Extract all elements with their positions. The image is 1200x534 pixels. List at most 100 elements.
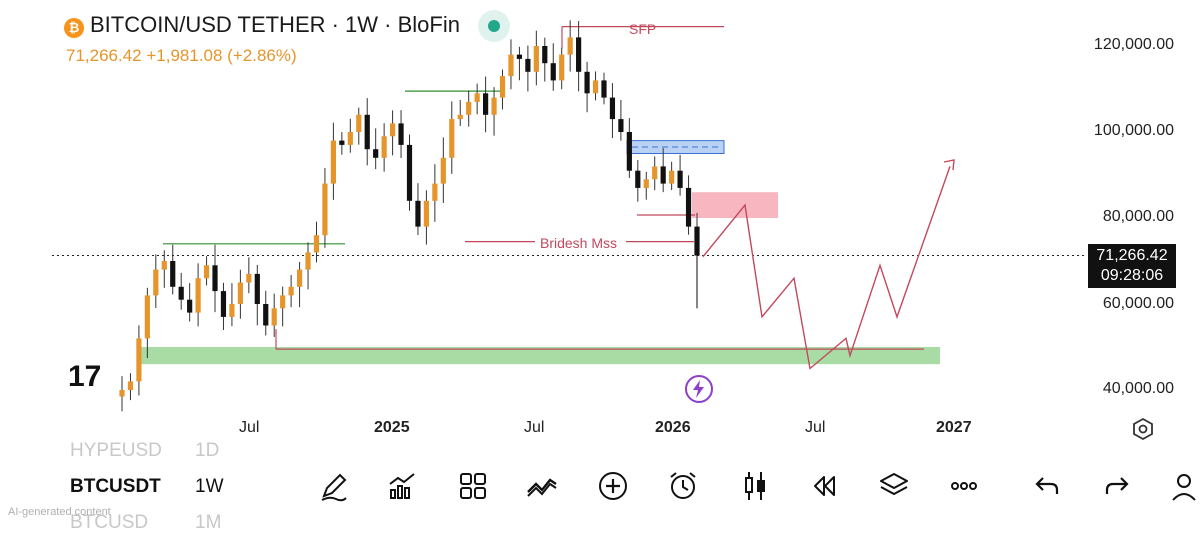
candle bbox=[406, 134, 413, 211]
candle bbox=[339, 132, 345, 155]
candle bbox=[296, 261, 303, 308]
current-price-value: 71,266.42 bbox=[1096, 247, 1168, 264]
candle-body bbox=[592, 80, 599, 94]
chart-canvas[interactable]: SFP Bridesh Mss 17 bbox=[0, 0, 1200, 440]
candles-layer bbox=[119, 20, 700, 412]
candle bbox=[576, 21, 582, 92]
candle-body bbox=[491, 97, 497, 115]
time-tick-2026: 2026 bbox=[655, 419, 691, 436]
candle-body bbox=[533, 46, 539, 72]
candle-body bbox=[694, 226, 700, 256]
market-status-icon[interactable] bbox=[478, 10, 510, 42]
candle-body bbox=[136, 338, 142, 382]
candle bbox=[626, 118, 632, 178]
settings-icon[interactable] bbox=[1131, 417, 1155, 441]
watchlist-row-hype[interactable]: HYPEUSD 1D bbox=[70, 440, 219, 462]
candle-body bbox=[254, 273, 260, 304]
candle-body bbox=[203, 265, 210, 279]
candle-body bbox=[567, 37, 573, 55]
candle bbox=[373, 128, 379, 170]
candles-icon[interactable] bbox=[737, 468, 773, 504]
candle bbox=[330, 122, 336, 200]
more-icon[interactable] bbox=[946, 468, 982, 504]
candle bbox=[254, 264, 260, 326]
price-tick-60000: 60,000.00 bbox=[1102, 295, 1174, 312]
ai-generated-note: AI-generated content bbox=[8, 506, 111, 518]
add-icon[interactable] bbox=[595, 468, 631, 504]
candle bbox=[559, 47, 565, 90]
candle bbox=[161, 250, 167, 288]
candle-body bbox=[499, 76, 506, 98]
candle-body bbox=[660, 166, 666, 184]
candle bbox=[203, 256, 210, 286]
candle bbox=[153, 254, 159, 309]
candle bbox=[483, 76, 489, 133]
bottom-panel: HYPEUSD 1D BTCUSDT 1W BTCUSD 1M bbox=[0, 440, 1200, 533]
candle bbox=[381, 123, 387, 172]
account-icon[interactable] bbox=[1166, 468, 1200, 504]
candle-body bbox=[381, 136, 387, 158]
candle-body bbox=[516, 54, 523, 59]
candle bbox=[246, 257, 252, 294]
indicators-icon[interactable] bbox=[384, 468, 420, 504]
watchlist-symbol: HYPEUSD bbox=[70, 440, 162, 461]
lightning-icon[interactable] bbox=[684, 374, 714, 404]
candle bbox=[305, 242, 311, 290]
time-tick-jul-2025: Jul bbox=[524, 419, 545, 436]
supply-zone bbox=[692, 192, 778, 218]
candle-body bbox=[415, 200, 421, 227]
current-price-tag: 71,266.42 09:28:06 bbox=[1088, 244, 1176, 288]
grid-icon[interactable] bbox=[455, 468, 491, 504]
candle bbox=[609, 83, 616, 139]
candle bbox=[178, 272, 184, 310]
candle bbox=[415, 183, 421, 236]
candle-body bbox=[356, 114, 362, 132]
undo-icon[interactable] bbox=[1029, 468, 1065, 504]
candle-body bbox=[178, 286, 184, 300]
candle bbox=[525, 45, 531, 92]
candle-body bbox=[195, 278, 201, 313]
candle bbox=[347, 118, 353, 153]
watchlist-interval: 1M bbox=[195, 512, 222, 533]
alarm-icon[interactable] bbox=[665, 468, 701, 504]
candle-body bbox=[347, 132, 353, 145]
trend-icon[interactable] bbox=[524, 468, 560, 504]
symbol-title[interactable]: BITCOIN/USD TETHER · 1W · BloFin bbox=[90, 12, 460, 37]
candle-body bbox=[440, 157, 446, 184]
candle-body bbox=[635, 170, 641, 188]
candle bbox=[449, 101, 455, 174]
candle bbox=[618, 99, 624, 141]
bitcoin-icon: ₿ bbox=[64, 18, 84, 38]
watchlist-row-btcusdt[interactable]: BTCUSDT 1W bbox=[70, 476, 224, 498]
replay-icon[interactable] bbox=[806, 468, 842, 504]
pencil-icon[interactable] bbox=[316, 468, 352, 504]
mss-label: Bridesh Mss bbox=[540, 235, 617, 251]
candle-body bbox=[305, 252, 311, 270]
candle bbox=[508, 39, 514, 90]
price-tick-100000: 100,000.00 bbox=[1093, 122, 1174, 139]
candle bbox=[592, 71, 599, 101]
candle bbox=[550, 43, 556, 91]
candle-body bbox=[330, 140, 336, 184]
candle bbox=[271, 293, 277, 337]
time-tick-2027: 2027 bbox=[936, 419, 972, 436]
candle bbox=[660, 148, 666, 193]
candle-body bbox=[525, 58, 531, 72]
time-tick-2025: 2025 bbox=[374, 419, 410, 436]
candle bbox=[635, 160, 641, 202]
candle bbox=[212, 244, 218, 313]
candle-body bbox=[685, 187, 692, 227]
candle-body bbox=[423, 200, 430, 227]
candle-body bbox=[170, 261, 176, 287]
candle-body bbox=[313, 235, 320, 253]
sfp-label: SFP bbox=[629, 21, 656, 37]
candle bbox=[491, 87, 497, 136]
candle-body bbox=[677, 170, 683, 188]
candle-body bbox=[466, 101, 472, 115]
redo-icon[interactable] bbox=[1099, 468, 1135, 504]
candle-body bbox=[406, 144, 413, 201]
layers-icon[interactable] bbox=[876, 468, 912, 504]
candle-body bbox=[550, 63, 556, 81]
candle bbox=[322, 168, 328, 248]
watchlist-interval: 1D bbox=[195, 440, 220, 461]
